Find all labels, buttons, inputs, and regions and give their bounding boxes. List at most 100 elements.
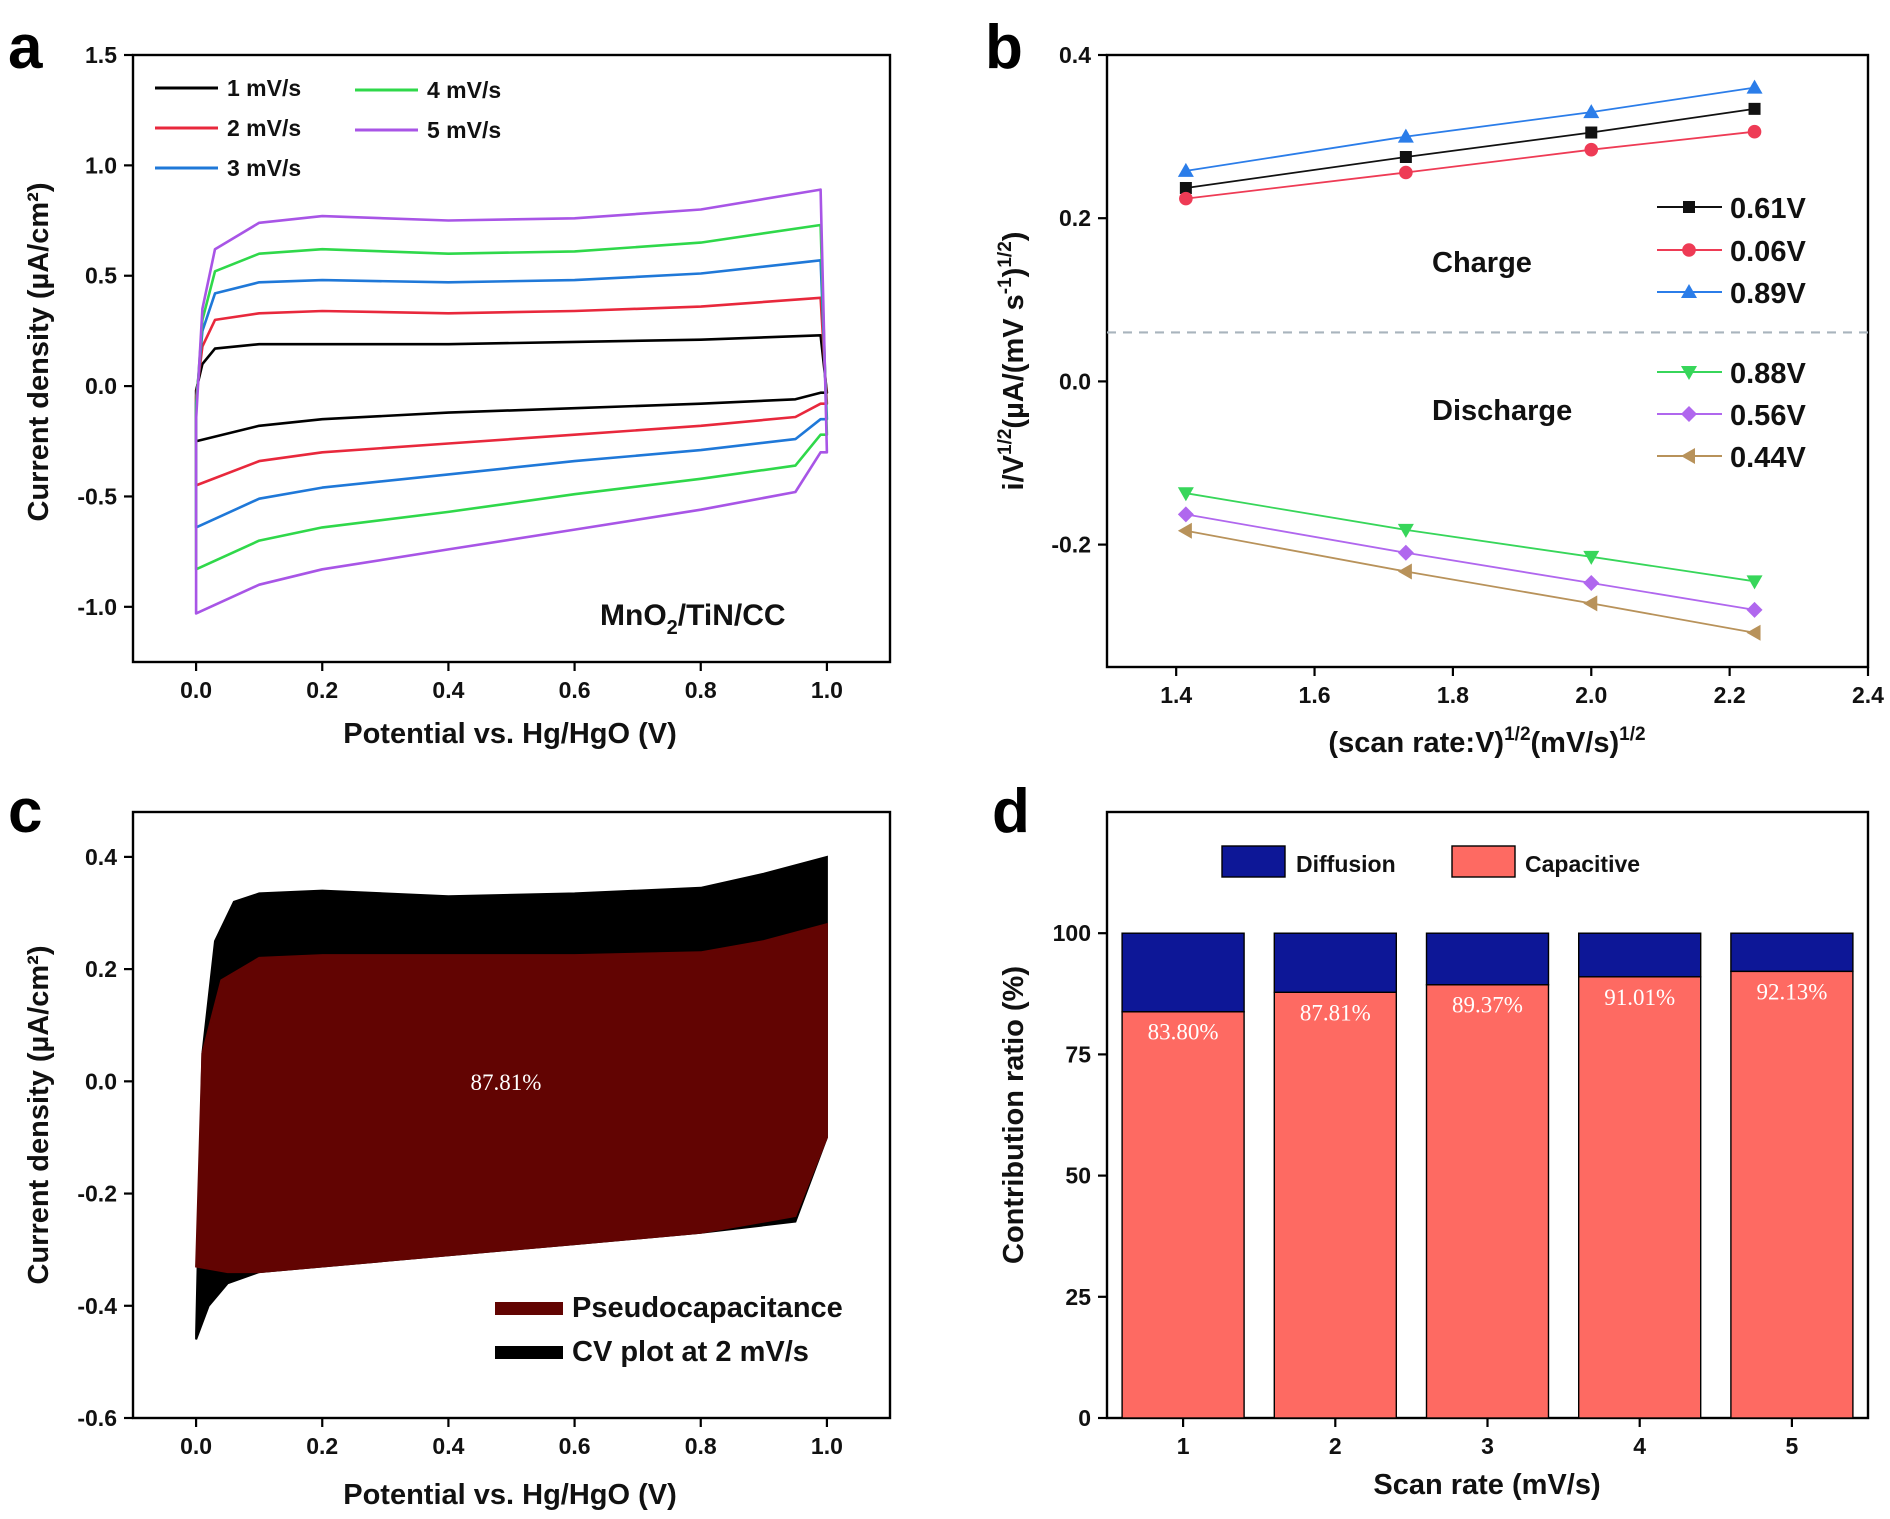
legend-label: Pseudocapacitance	[572, 1292, 843, 1324]
data-point	[1747, 124, 1762, 139]
sample-annotation: MnO2/TiN/CC	[600, 599, 786, 639]
cv-curve	[194, 296, 829, 487]
legend-label: 0.06V	[1730, 236, 1806, 268]
x-axis-title: Potential vs. Hg/HgO (V)	[343, 718, 677, 750]
x-tick-label: 1.4	[1160, 682, 1192, 708]
y-tick-label: 1.5	[85, 42, 117, 68]
x-tick-label: 0.0	[180, 677, 212, 703]
bar-value-label: 91.01%	[1604, 985, 1675, 1010]
legend-label: 3 mV/s	[227, 155, 301, 181]
legend-label: 0.61V	[1730, 193, 1806, 225]
y-tick-label: -1.0	[77, 594, 117, 620]
x-tick-label: 2.2	[1714, 682, 1746, 708]
bar-value-label: 83.80%	[1148, 1020, 1219, 1045]
y-tick-label: 75	[1065, 1041, 1091, 1067]
plot-frame	[131, 810, 892, 1420]
diffusion-bar	[1577, 932, 1702, 978]
x-tick-label: 0.2	[306, 1433, 338, 1459]
legend-swatch	[495, 1346, 563, 1359]
data-point	[1681, 366, 1697, 380]
panel-letter-a: a	[8, 13, 43, 82]
x-tick-label: 3	[1481, 1433, 1494, 1459]
y-tick-label: 0.0	[1059, 368, 1091, 394]
diffusion-bar	[1273, 932, 1398, 993]
plot-frame	[131, 53, 892, 664]
data-point	[1681, 448, 1695, 464]
data-point	[1583, 595, 1598, 612]
data-point	[1397, 128, 1414, 143]
x-tick-label: 1.8	[1437, 682, 1469, 708]
x-tick-label: 4	[1633, 1433, 1646, 1459]
data-point	[1177, 522, 1192, 539]
legend-swatch	[1221, 845, 1286, 878]
y-tick-label: -0.4	[77, 1293, 117, 1319]
capacitive-bar	[1273, 991, 1398, 1419]
x-tick-label: 0.6	[559, 1433, 591, 1459]
x-tick-label: 0.0	[180, 1433, 212, 1459]
data-point	[1179, 191, 1193, 206]
x-tick-label: 0.2	[306, 677, 338, 703]
x-tick-label: 2	[1329, 1433, 1342, 1459]
data-point	[1683, 201, 1695, 213]
y-tick-label: 25	[1065, 1284, 1091, 1310]
capacitive-bar	[1425, 984, 1550, 1419]
y-tick-label: -0.2	[1051, 532, 1091, 558]
data-point	[1681, 284, 1697, 298]
data-point	[1746, 575, 1763, 590]
x-tick-label: 0.8	[685, 1433, 717, 1459]
panel-a-cv-curves: 0.0 0.2 0.4 0.6 0.8 1.0 -1.0 -0.5 0.0 0.5 1.0 1.5 1 …	[23, 42, 892, 750]
y-tick-label: 1.0	[85, 152, 117, 178]
x-tick-label: 1	[1177, 1433, 1190, 1459]
y-axis-title: i/V1/2(µA/(mV s-1)1/2)	[995, 232, 1030, 491]
panel-letter-b: b	[985, 13, 1023, 82]
capacitive-bar	[1577, 976, 1702, 1419]
fit-line	[1185, 492, 1755, 583]
legend-label: 0.56V	[1730, 400, 1806, 432]
data-point	[1748, 102, 1761, 115]
y-axis-title: Contribution ratio (%)	[998, 966, 1030, 1264]
x-tick-label: 1.0	[811, 677, 843, 703]
capacitive-bar	[1121, 1011, 1245, 1419]
data-point	[1397, 544, 1414, 561]
x-tick-label: 0.6	[559, 677, 591, 703]
y-tick-label: 0	[1078, 1405, 1091, 1431]
legend-label: CV plot at 2 mV/s	[572, 1336, 809, 1368]
y-tick-label: 0.2	[85, 956, 117, 982]
fit-line	[1185, 130, 1755, 200]
data-point	[1583, 550, 1600, 565]
x-axis-title: Scan rate (mV/s)	[1373, 1469, 1600, 1501]
data-point	[1179, 182, 1192, 195]
diffusion-bar	[1121, 932, 1245, 1013]
legend-label: 0.89V	[1730, 278, 1806, 310]
x-axis-title: (scan rate:V)1/2(mV/s)1/2	[1328, 724, 1645, 759]
data-point	[1177, 162, 1194, 177]
data-point	[1397, 523, 1414, 538]
legend-label: 2 mV/s	[227, 115, 301, 141]
y-tick-label: 0.2	[1059, 205, 1091, 231]
fit-line	[1185, 529, 1755, 634]
charge-label: Charge	[1432, 247, 1532, 279]
legend-label: Diffusion	[1296, 851, 1396, 877]
legend-label: 5 mV/s	[427, 117, 501, 143]
bar-value-label: 89.37%	[1452, 993, 1523, 1018]
panel-d-contribution-bars: 0 25 50 75 100 83.80% 1 87.81% 2 89.37% 3 91.01% 4 92…	[998, 810, 1870, 1501]
y-tick-label: 50	[1065, 1163, 1091, 1189]
y-axis-title: Current density (µA/cm²)	[23, 183, 55, 522]
x-tick-label: 0.4	[432, 677, 464, 703]
panel-letter-c: c	[8, 777, 42, 846]
pseudocapacitance-percentage-label: 87.81%	[471, 1070, 542, 1095]
data-point	[1583, 104, 1600, 119]
y-tick-label: -0.2	[77, 1181, 117, 1207]
filled-region	[195, 922, 828, 1274]
legend-swatch	[495, 1302, 563, 1315]
y-tick-label: 0.0	[85, 1068, 117, 1094]
y-tick-label: 100	[1053, 920, 1091, 946]
data-point	[1682, 243, 1696, 257]
panel-b-linear-fit: 1.4 1.6 1.8 2.0 2.2 2.4 -0.2 0.0 0.2 0.4 Charge Dis…	[995, 42, 1884, 759]
data-point	[1746, 601, 1763, 618]
y-tick-label: 0.5	[85, 263, 117, 289]
data-point	[1399, 165, 1413, 180]
diffusion-bar	[1730, 932, 1854, 973]
discharge-label: Discharge	[1432, 395, 1572, 427]
x-tick-label: 2.4	[1852, 682, 1884, 708]
